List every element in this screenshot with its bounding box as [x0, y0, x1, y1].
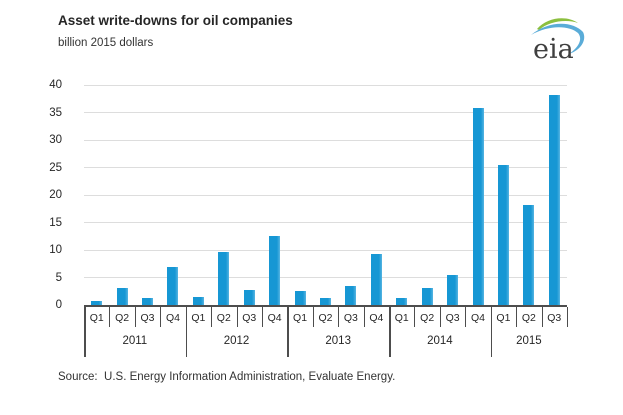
y-tick-label: 5 — [55, 271, 62, 284]
bar — [192, 297, 204, 305]
quarter-tick-label: Q4 — [165, 312, 180, 324]
x-axis-line — [84, 305, 567, 307]
chart-title: Asset write-downs for oil companies — [58, 13, 293, 28]
y-tick-label: 25 — [49, 161, 62, 174]
y-tick-label: 40 — [49, 79, 62, 91]
bar — [548, 95, 560, 305]
gridline — [84, 139, 567, 141]
year-divider — [389, 307, 391, 357]
bar — [116, 288, 128, 305]
year-label: 2013 — [325, 335, 351, 347]
quarter-separator — [516, 307, 518, 327]
quarter-separator — [465, 307, 467, 327]
quarter-separator — [160, 307, 162, 327]
bar — [320, 298, 331, 305]
bar — [269, 236, 281, 305]
quarter-tick-label: Q2 — [115, 312, 130, 324]
year-label: 2015 — [516, 335, 542, 347]
bar — [294, 291, 306, 305]
quarter-tick-label: Q1 — [191, 312, 206, 324]
quarter-separator — [414, 307, 416, 327]
quarter-tick-label: Q1 — [293, 312, 308, 324]
year-divider — [287, 307, 289, 357]
quarter-separator — [211, 307, 213, 327]
quarter-tick-label: Q1 — [496, 312, 511, 324]
bar — [142, 298, 154, 305]
year-divider — [84, 307, 86, 357]
quarter-tick-label: Q4 — [471, 312, 486, 324]
y-tick-label: 0 — [55, 299, 62, 311]
eia-logo-text: eia — [533, 34, 574, 65]
gridline — [84, 277, 567, 278]
quarter-separator — [363, 307, 365, 327]
bar — [472, 108, 484, 305]
quarter-separator — [338, 307, 340, 327]
quarter-tick-label: Q3 — [140, 312, 155, 324]
source-note: Source: U.S. Energy Information Administ… — [58, 371, 396, 383]
chart-units-label: billion 2015 dollars — [58, 37, 154, 49]
year-divider — [490, 307, 493, 357]
gridline — [84, 84, 567, 86]
bar — [243, 290, 255, 305]
quarter-separator — [439, 307, 441, 327]
year-label: 2012 — [223, 335, 250, 347]
quarter-tick-label: Q2 — [521, 312, 536, 324]
quarter-tick-label: Q2 — [318, 312, 333, 324]
bar — [370, 254, 382, 305]
year-divider — [185, 307, 188, 357]
quarter-tick-label: Q4 — [369, 312, 384, 324]
quarter-tick-label: Q3 — [343, 312, 358, 324]
bar — [396, 298, 408, 305]
bar — [421, 288, 433, 305]
year-label: 2014 — [427, 335, 453, 347]
bar — [447, 275, 459, 305]
eia-logo: eia — [523, 12, 595, 66]
quarter-separator — [261, 307, 263, 327]
bar — [497, 165, 509, 305]
gridline — [84, 167, 567, 168]
y-tick-label: 20 — [49, 189, 62, 201]
quarter-tick-label: Q2 — [216, 312, 231, 324]
bar — [91, 301, 103, 305]
quarter-separator — [567, 307, 568, 327]
eia-logo-graphic: eia — [531, 18, 585, 65]
quarter-tick-label: Q3 — [547, 312, 562, 324]
quarter-separator — [134, 307, 136, 327]
y-tick-label: 15 — [49, 216, 62, 229]
quarter-tick-label: Q1 — [89, 312, 104, 324]
quarter-tick-label: Q3 — [445, 312, 460, 324]
gridline — [84, 194, 567, 196]
quarter-tick-label: Q2 — [420, 312, 435, 324]
bar — [345, 286, 357, 305]
y-tick-label: 10 — [49, 244, 62, 256]
bar — [523, 205, 535, 305]
quarter-separator — [236, 307, 238, 327]
quarter-separator — [541, 307, 543, 327]
quarter-tick-label: Q4 — [267, 312, 282, 324]
quarter-tick-label: Q3 — [242, 312, 257, 324]
gridline — [84, 112, 567, 113]
y-tick-label: 30 — [49, 134, 62, 146]
quarter-separator — [109, 307, 111, 327]
y-tick-label: 35 — [49, 106, 62, 119]
quarter-tick-label: Q1 — [394, 312, 409, 324]
bar — [218, 252, 230, 305]
quarter-separator — [312, 307, 314, 327]
gridline — [84, 249, 567, 251]
gridline — [84, 222, 567, 223]
bar — [167, 267, 179, 305]
eia-leaf-swoosh-icon — [537, 18, 578, 30]
year-label: 2011 — [122, 335, 148, 347]
